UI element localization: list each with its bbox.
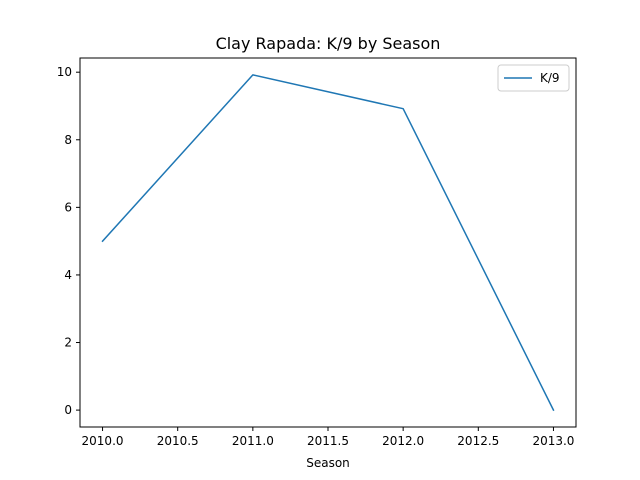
x-tick-label: 2013.0 [532, 434, 574, 448]
series-line-k9 [101, 74, 555, 412]
y-tick-label: 4 [64, 268, 72, 282]
y-tick-label: 0 [64, 403, 72, 417]
y-axis-ticks: 0 2 4 6 8 10 [57, 65, 80, 417]
legend-box [497, 64, 570, 92]
x-axis-label: Season [306, 456, 350, 470]
series-layer [101, 74, 555, 412]
legend-label: K/9 [540, 71, 560, 85]
x-axis-ticks: 2010.0 2010.5 2011.0 2011.5 2012.0 2012.5 2013… [82, 427, 574, 448]
legend: K/9 [497, 64, 570, 92]
chart-title: Clay Rapada: K/9 by Season [216, 34, 441, 53]
x-tick-label: 2010.5 [157, 434, 199, 448]
y-tick-label: 2 [64, 336, 72, 350]
x-tick-label: 2011.5 [307, 434, 349, 448]
x-tick-label: 2011.0 [232, 434, 274, 448]
x-tick-label: 2012.5 [457, 434, 499, 448]
x-tick-label: 2012.0 [382, 434, 424, 448]
x-tick-label: 2010.0 [82, 434, 124, 448]
y-tick-label: 8 [64, 133, 72, 147]
y-tick-label: 6 [64, 200, 72, 214]
y-tick-label: 10 [57, 65, 72, 79]
